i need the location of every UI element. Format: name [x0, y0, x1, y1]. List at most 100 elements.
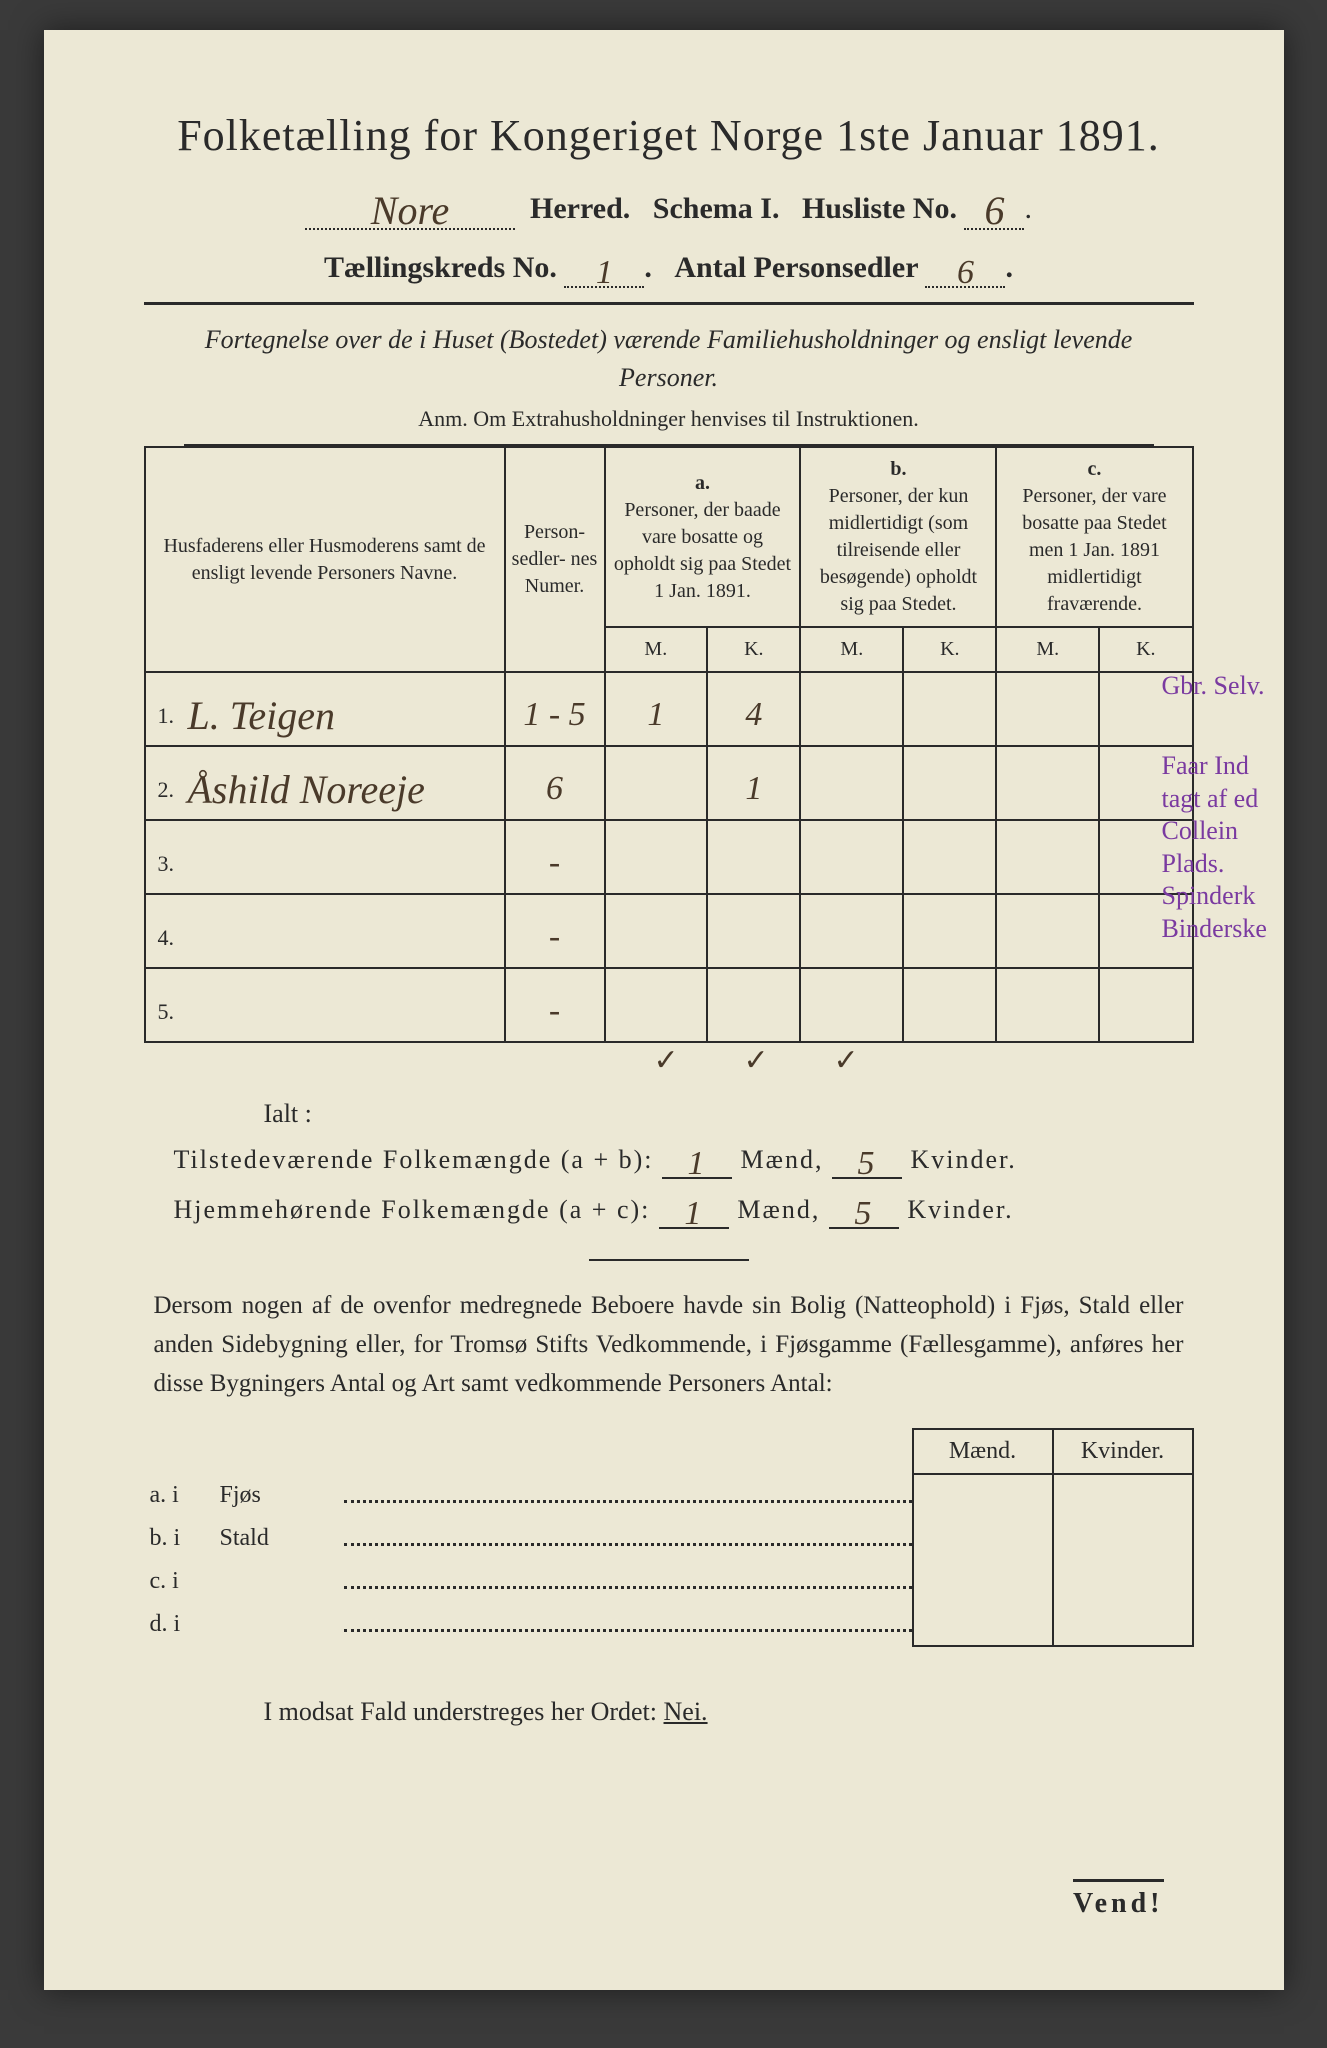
table-row: 3. -	[145, 820, 1193, 894]
out-k	[1053, 1474, 1193, 1517]
summary-present-k: 5	[857, 1145, 876, 1182]
name-cell: 2. Åshild Noreeje	[145, 746, 505, 820]
antal-value: 6	[957, 254, 974, 291]
b-k-cell	[903, 672, 996, 746]
a-m-cell	[605, 968, 708, 1042]
outbuilding-row: c. i	[144, 1560, 1193, 1603]
out-m	[913, 1517, 1053, 1560]
a-k-cell	[707, 820, 800, 894]
fortegnelse-text: Fortegnelse over de i Huset (Bostedet) v…	[184, 321, 1154, 396]
b-m-cell	[800, 672, 903, 746]
tick-mark: ✓	[834, 1043, 859, 1078]
margin-note: Faar Ind tagt af ed Collein Plads. Spind…	[1162, 750, 1272, 945]
b-k-cell	[903, 820, 996, 894]
margin-note: Gbr. Selv.	[1162, 670, 1272, 703]
out-m	[913, 1474, 1053, 1517]
schema-label: Schema I.	[653, 192, 780, 225]
summary-resident-k: 5	[854, 1195, 873, 1232]
c-m-cell	[996, 968, 1099, 1042]
col-a-label: a.	[695, 472, 710, 494]
out-lab: a. i	[144, 1474, 214, 1517]
col-a-text: Personer, der baade vare bosatte og opho…	[614, 499, 791, 602]
a-m-cell	[605, 820, 708, 894]
out-dots	[344, 1474, 913, 1517]
summary-present-label: Tilstedeværende Folkemængde (a + b):	[174, 1145, 654, 1174]
modsat-nei: Nei.	[664, 1697, 708, 1726]
outbuildings-table: Mænd. Kvinder. a. iFjøsb. iStaldc. id. i	[144, 1428, 1194, 1647]
a-m-cell: 1	[605, 672, 708, 746]
col-a-m: M.	[605, 627, 708, 672]
dersom-paragraph: Dersom nogen af de ovenfor medregnede Be…	[154, 1287, 1184, 1403]
tick-row: ✓ ✓ ✓	[144, 1043, 1194, 1077]
tick-mark: ✓	[744, 1043, 769, 1078]
out-type	[214, 1603, 344, 1646]
summary-present: Tilstedeværende Folkemængde (a + b): 1 M…	[174, 1139, 1194, 1179]
col-c-header: c. Personer, der vare bosatte paa Stedet…	[996, 447, 1192, 627]
c-m-cell	[996, 820, 1099, 894]
out-head-m: Mænd.	[913, 1429, 1053, 1474]
out-lab: b. i	[144, 1517, 214, 1560]
maend-label: Mænd,	[737, 1195, 820, 1224]
col-b-header: b. Personer, der kun midlertidigt (som t…	[800, 447, 996, 627]
b-m-cell	[800, 968, 903, 1042]
maend-label: Mænd,	[741, 1145, 824, 1174]
summary-resident-label: Hjemmehørende Folkemængde (a + c):	[174, 1195, 651, 1224]
summary-present-m: 1	[688, 1145, 707, 1182]
page-title: Folketælling for Kongeriget Norge 1ste J…	[144, 110, 1194, 161]
herred-value: Nore	[371, 188, 450, 233]
outbuilding-row: a. iFjøs	[144, 1474, 1193, 1517]
b-k-cell	[903, 968, 996, 1042]
col-names-header: Husfaderens eller Husmoderens samt de en…	[145, 447, 505, 672]
name-cell: 1. L. Teigen	[145, 672, 505, 746]
out-head-k: Kvinder.	[1053, 1429, 1193, 1474]
census-form-page: Folketælling for Kongeriget Norge 1ste J…	[44, 30, 1284, 1990]
kreds-value: 1	[596, 254, 613, 291]
out-m	[913, 1603, 1053, 1646]
name-cell: 4.	[145, 894, 505, 968]
a-k-cell: 4	[707, 672, 800, 746]
divider	[144, 302, 1194, 305]
out-type: Fjøs	[214, 1474, 344, 1517]
name-cell: 5.	[145, 968, 505, 1042]
b-m-cell	[800, 820, 903, 894]
out-lab: c. i	[144, 1560, 214, 1603]
a-k-cell	[707, 894, 800, 968]
kvinder-label: Kvinder.	[910, 1145, 1016, 1174]
col-numer-header: Person- sedler- nes Numer.	[505, 447, 605, 672]
ialt-label: Ialt :	[264, 1099, 1194, 1129]
table-row: 2. Åshild Noreeje61	[145, 746, 1193, 820]
b-m-cell	[800, 894, 903, 968]
herred-label: Herred.	[530, 192, 630, 225]
col-b-label: b.	[890, 458, 906, 480]
household-table: Husfaderens eller Husmoderens samt de en…	[144, 446, 1194, 1043]
kreds-line: Tællingskreds No. 1. Antal Personsedler …	[144, 248, 1194, 288]
a-k-cell	[707, 968, 800, 1042]
outbuilding-row: d. i	[144, 1603, 1193, 1646]
a-m-cell	[605, 894, 708, 968]
numer-cell: -	[505, 820, 605, 894]
summary-resident-m: 1	[684, 1195, 703, 1232]
out-k	[1053, 1560, 1193, 1603]
out-dots	[344, 1603, 913, 1646]
name-cell: 3.	[145, 820, 505, 894]
col-a-header: a. Personer, der baade vare bosatte og o…	[605, 447, 801, 627]
modsat-text: I modsat Fald understreges her Ordet:	[264, 1697, 658, 1726]
anm-text: Anm. Om Extrahusholdninger henvises til …	[144, 406, 1194, 432]
numer-cell: 6	[505, 746, 605, 820]
b-k-cell	[903, 746, 996, 820]
col-a-k: K.	[707, 627, 800, 672]
outbuilding-row: b. iStald	[144, 1517, 1193, 1560]
numer-cell: -	[505, 894, 605, 968]
out-dots	[344, 1517, 913, 1560]
col-b-m: M.	[800, 627, 903, 672]
out-type	[214, 1560, 344, 1603]
c-m-cell	[996, 746, 1099, 820]
c-m-cell	[996, 894, 1099, 968]
table-row: 5. -	[145, 968, 1193, 1042]
herred-line: Nore Herred. Schema I. Husliste No. 6.	[144, 181, 1194, 230]
antal-label: Antal Personsedler	[674, 251, 918, 284]
c-m-cell	[996, 672, 1099, 746]
out-k	[1053, 1517, 1193, 1560]
out-type: Stald	[214, 1517, 344, 1560]
numer-cell: 1 - 5	[505, 672, 605, 746]
